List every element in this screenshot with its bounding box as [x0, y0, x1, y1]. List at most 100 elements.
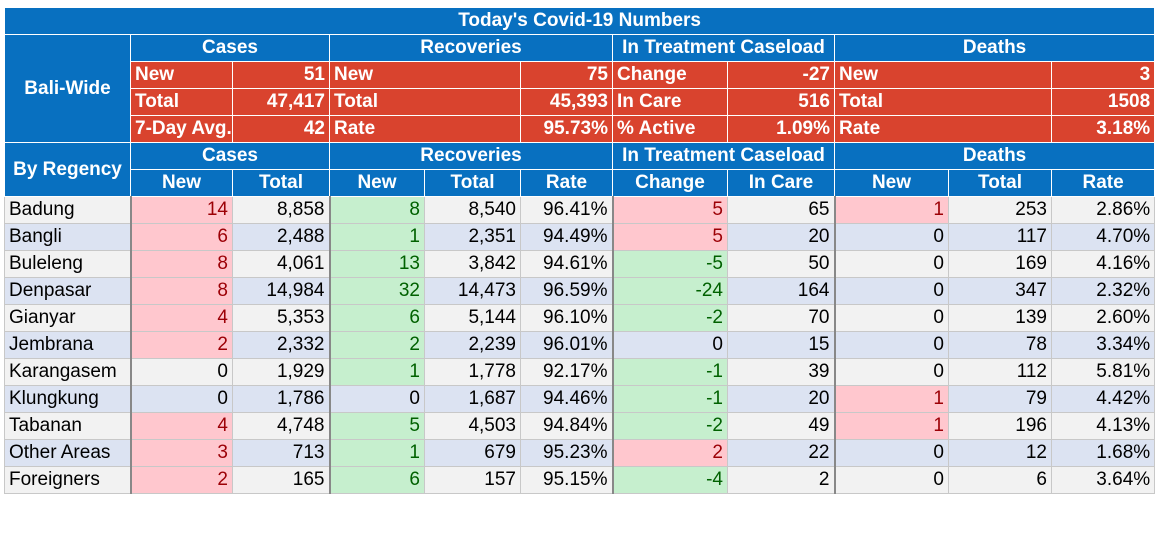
table-row: Jembrana 2 2,332 2 2,239 96.01% 0 15 0 78 3.34% [4, 331, 1156, 359]
bali-recoveries-header: Recoveries [329, 34, 613, 62]
bali-summary-row: 7-Day Avg. 42 Rate 95.73% % Active 1.09%… [5, 115, 1156, 143]
bali-rec-label: Total [329, 88, 521, 116]
bali-cases-label: 7-Day Avg. [130, 115, 233, 143]
table-cell: 0 [833, 358, 949, 386]
table-cell: 1,786 [232, 385, 330, 413]
table-cell: 94.49% [520, 223, 613, 251]
column-header: New [834, 169, 949, 197]
bali-treat-value: 1.09% [727, 115, 835, 143]
table-cell: 14 [129, 196, 233, 224]
table-cell: 6 [328, 466, 425, 494]
table-cell: 2 [328, 331, 425, 359]
table-cell: 2,488 [232, 223, 330, 251]
table-cell: 78 [948, 331, 1052, 359]
table-cell: 96.41% [520, 196, 613, 224]
bali-treat-label: % Active [612, 115, 728, 143]
bali-cases-label: Total [130, 88, 233, 116]
bali-deaths-value: 3.18% [1050, 115, 1156, 143]
regency-cases-header: Cases [130, 142, 330, 170]
bali-summary-row: Total 47,417 Total 45,393 In Care 516 To… [5, 88, 1156, 116]
table-cell: 20 [727, 385, 835, 413]
table-cell: 79 [948, 385, 1052, 413]
bali-treat-value: -27 [727, 61, 835, 89]
table-row: Tabanan 4 4,748 5 4,503 94.84% -2 49 1 196 4.13% [4, 412, 1156, 440]
table-cell: 117 [948, 223, 1052, 251]
table-cell: 3 [129, 439, 233, 467]
table-row: Denpasar 8 14,984 32 14,473 96.59% -24 164 0 347 2… [4, 277, 1156, 305]
table-row: Buleleng 8 4,061 13 3,842 94.61% -5 50 0 169 4.16% [4, 250, 1156, 278]
table-cell: 164 [727, 277, 835, 305]
table-cell: 49 [727, 412, 835, 440]
table-row: Other Areas 3 713 1 679 95.23% 2 22 0 12 1.68% [4, 439, 1156, 467]
table-cell: 253 [948, 196, 1052, 224]
column-header: New [130, 169, 233, 197]
bali-summary-row: New 51 New 75 Change -27 New 3 [5, 61, 1156, 89]
bali-treat-value: 516 [727, 88, 835, 116]
bali-deaths-label: New [834, 61, 1052, 89]
covid-numbers-table: Today's Covid-19 Numbers Bali-Wide Cases… [3, 7, 1156, 494]
regency-name: Other Areas [4, 439, 131, 467]
table-cell: 2 [129, 331, 233, 359]
regency-name: Badung [4, 196, 131, 224]
table-cell: 0 [129, 358, 233, 386]
table-cell: 2,239 [424, 331, 521, 359]
table-cell: 8 [328, 196, 425, 224]
table-cell: 1 [328, 439, 425, 467]
table-cell: 1 [833, 196, 949, 224]
regency-name: Jembrana [4, 331, 131, 359]
table-cell: 4 [129, 304, 233, 332]
table-cell: 4,061 [232, 250, 330, 278]
column-header: Total [232, 169, 330, 197]
table-row: Klungkung 0 1,786 0 1,687 94.46% -1 20 1 79 4.42% [4, 385, 1156, 413]
table-row: Foreigners 2 165 6 157 95.15% -4 2 0 6 3.64% [4, 466, 1156, 494]
table-cell: 50 [727, 250, 835, 278]
bali-cases-label: New [130, 61, 233, 89]
table-cell: 65 [727, 196, 835, 224]
regency-name: Buleleng [4, 250, 131, 278]
table-cell: 713 [232, 439, 330, 467]
table-cell: 13 [328, 250, 425, 278]
table-cell: 92.17% [520, 358, 613, 386]
bali-wide-label: Bali-Wide [4, 34, 131, 143]
table-cell: 347 [948, 277, 1052, 305]
regency-name: Tabanan [4, 412, 131, 440]
table-cell: 5 [611, 196, 728, 224]
table-cell: 8 [129, 277, 233, 305]
table-cell: 4,748 [232, 412, 330, 440]
table-cell: 4.16% [1050, 250, 1156, 278]
table-cell: 0 [328, 385, 425, 413]
table-cell: 2 [611, 439, 728, 467]
table-cell: -24 [611, 277, 728, 305]
regency-name: Foreigners [4, 466, 131, 494]
bali-deaths-value: 3 [1050, 61, 1156, 89]
regency-recoveries-header: Recoveries [329, 142, 613, 170]
table-cell: 679 [424, 439, 521, 467]
bali-rec-value: 45,393 [520, 88, 613, 116]
table-cell: -1 [611, 385, 728, 413]
table-cell: 95.23% [520, 439, 613, 467]
table-cell: 5.81% [1050, 358, 1156, 386]
column-header: Rate [520, 169, 613, 197]
regency-name: Bangli [4, 223, 131, 251]
regency-name: Gianyar [4, 304, 131, 332]
table-cell: 1,778 [424, 358, 521, 386]
bali-deaths-header: Deaths [833, 34, 1156, 62]
table-cell: 0 [833, 304, 949, 332]
bali-rec-label: Rate [329, 115, 521, 143]
table-row: Gianyar 4 5,353 6 5,144 96.10% -2 70 0 139 2.60% [4, 304, 1156, 332]
table-cell: 196 [948, 412, 1052, 440]
regency-deaths-header: Deaths [833, 142, 1156, 170]
regency-name: Denpasar [4, 277, 131, 305]
table-cell: 112 [948, 358, 1052, 386]
table-cell: 1,687 [424, 385, 521, 413]
bali-treat-label: In Care [612, 88, 728, 116]
table-cell: 3.34% [1050, 331, 1156, 359]
table-cell: -5 [611, 250, 728, 278]
table-cell: 8 [129, 250, 233, 278]
table-cell: 8,858 [232, 196, 330, 224]
bali-deaths-label: Rate [834, 115, 1052, 143]
bali-treatment-header: In Treatment Caseload [612, 34, 835, 62]
table-cell: 2 [727, 466, 835, 494]
table-cell: 8,540 [424, 196, 521, 224]
table-cell: 157 [424, 466, 521, 494]
